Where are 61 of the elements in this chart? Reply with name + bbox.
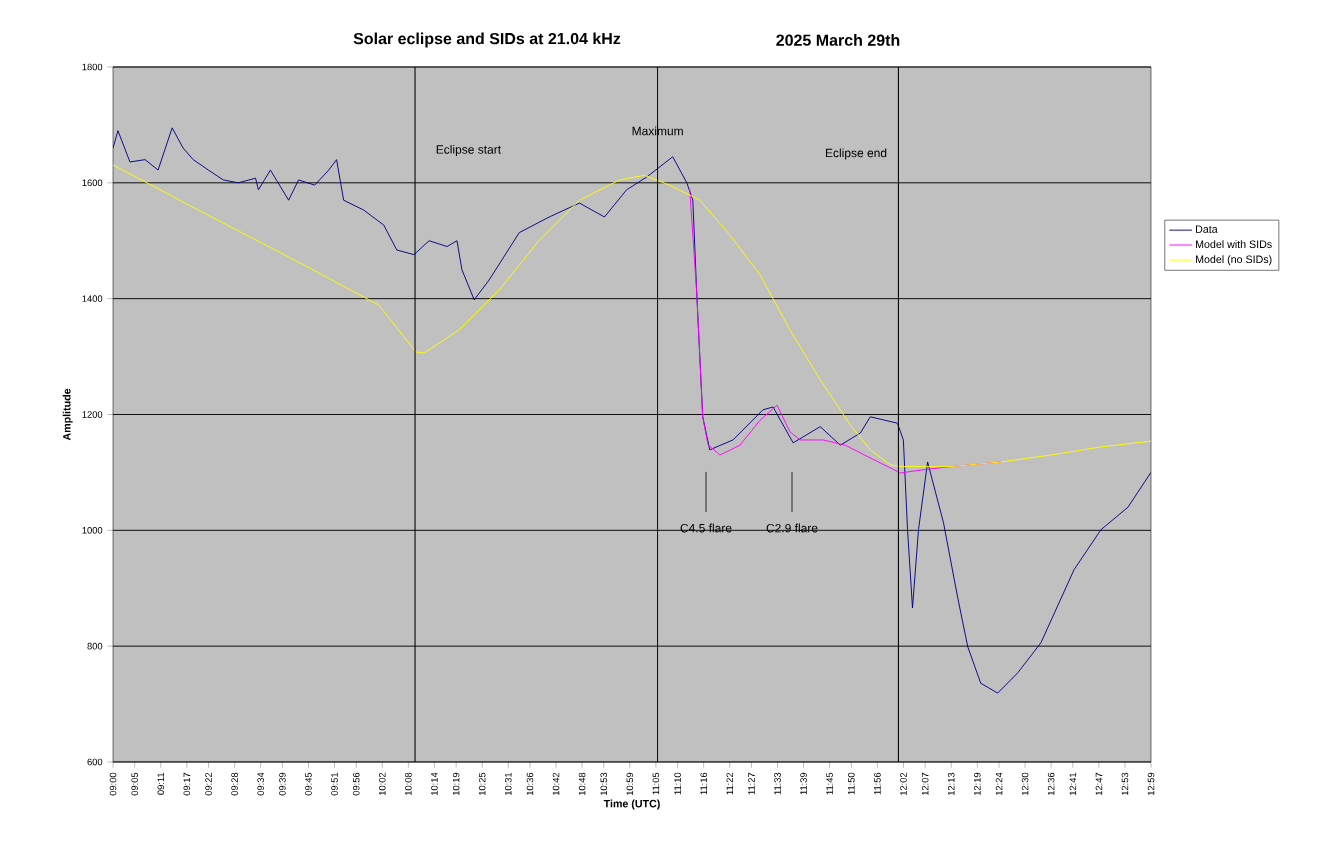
x-tick-label: 12:47 [1095,772,1103,796]
y-tick-label: 1800 [82,63,103,71]
x-tick-label: 10:25 [478,772,486,796]
x-tick-label: 11:16 [700,772,707,795]
x-tick-label: 12:13 [947,772,955,796]
x-tick-label: 09:17 [183,772,191,796]
x-tick-label: 11:39 [800,772,807,795]
x-tick-label: 12:36 [1047,772,1055,796]
x-axis-title: Time (UTC) [603,799,660,810]
x-tick-label: 10:59 [626,772,634,796]
x-tick-label: 12:59 [1147,772,1155,796]
x-tick-label: 09:22 [205,772,212,796]
x-tick-label: 10:19 [452,772,460,796]
x-tick-label: 09:28 [231,772,238,796]
x-tick-label: 11:56 [874,772,881,795]
y-tick-label: 1000 [82,527,103,534]
x-tick-label: 11:22 [726,772,733,795]
x-tick-label: 11:05 [652,772,660,795]
x-tick-label: 10:42 [552,772,560,796]
x-tick-label: 09:00 [109,772,117,796]
x-tick-label: 09:39 [279,772,286,796]
x-tick-label: 09:45 [305,772,312,796]
x-tick-label: 12:02 [900,772,907,796]
line-series [113,164,1152,468]
x-tick-label: 12:41 [1069,772,1077,796]
x-tick-label: 09:51 [331,772,338,796]
legend-label: Data [1196,225,1218,233]
ref-line-label: Eclipse start [436,144,501,157]
x-tick-label: 12:19 [974,772,981,796]
x-tick-label: 09:11 [157,772,165,795]
ref-line-label: Eclipse end [825,148,887,160]
x-tick-label: 10:53 [600,772,608,796]
y-tick-label: 1600 [82,179,103,187]
x-tick-label: 12:07 [921,772,929,796]
y-tick-label: 800 [87,642,103,650]
x-tick-label: 12:24 [995,772,1003,796]
chart-title: Solar eclipse and SIDs at 21.04 kHz [353,32,621,48]
x-tick-label: 11:45 [826,772,833,795]
x-tick-label: 11:50 [848,772,855,795]
x-tick-label: 09:34 [257,772,264,796]
x-tick-label: 10:31 [504,772,512,796]
x-tick-label: 10:08 [405,772,412,796]
x-tick-label: 11:33 [774,772,781,795]
x-tick-label: 11:10 [674,772,681,795]
y-tick-label: 1200 [82,411,103,418]
x-tick-label: 10:48 [578,772,586,796]
x-tick-label: 10:02 [378,772,386,796]
y-axis-title: Amplitude [62,388,73,441]
x-tick-label: 10:36 [526,772,534,796]
x-tick-label: 10:14 [431,772,438,796]
x-tick-label: 12:30 [1021,772,1029,796]
x-tick-label: 09:56 [352,772,360,796]
x-tick-label: 11:27 [748,772,755,795]
legend-label: Model (no SIDs) [1196,255,1272,266]
legend-label: Model with SIDs [1196,240,1272,248]
x-tick-label: 12:53 [1121,772,1129,796]
chart-subtitle: 2025 March 29th [776,34,900,46]
x-tick-label: 09:05 [131,772,139,796]
y-tick-label: 1400 [82,295,103,302]
y-tick-label: 600 [87,758,103,766]
line-series [113,127,1152,694]
